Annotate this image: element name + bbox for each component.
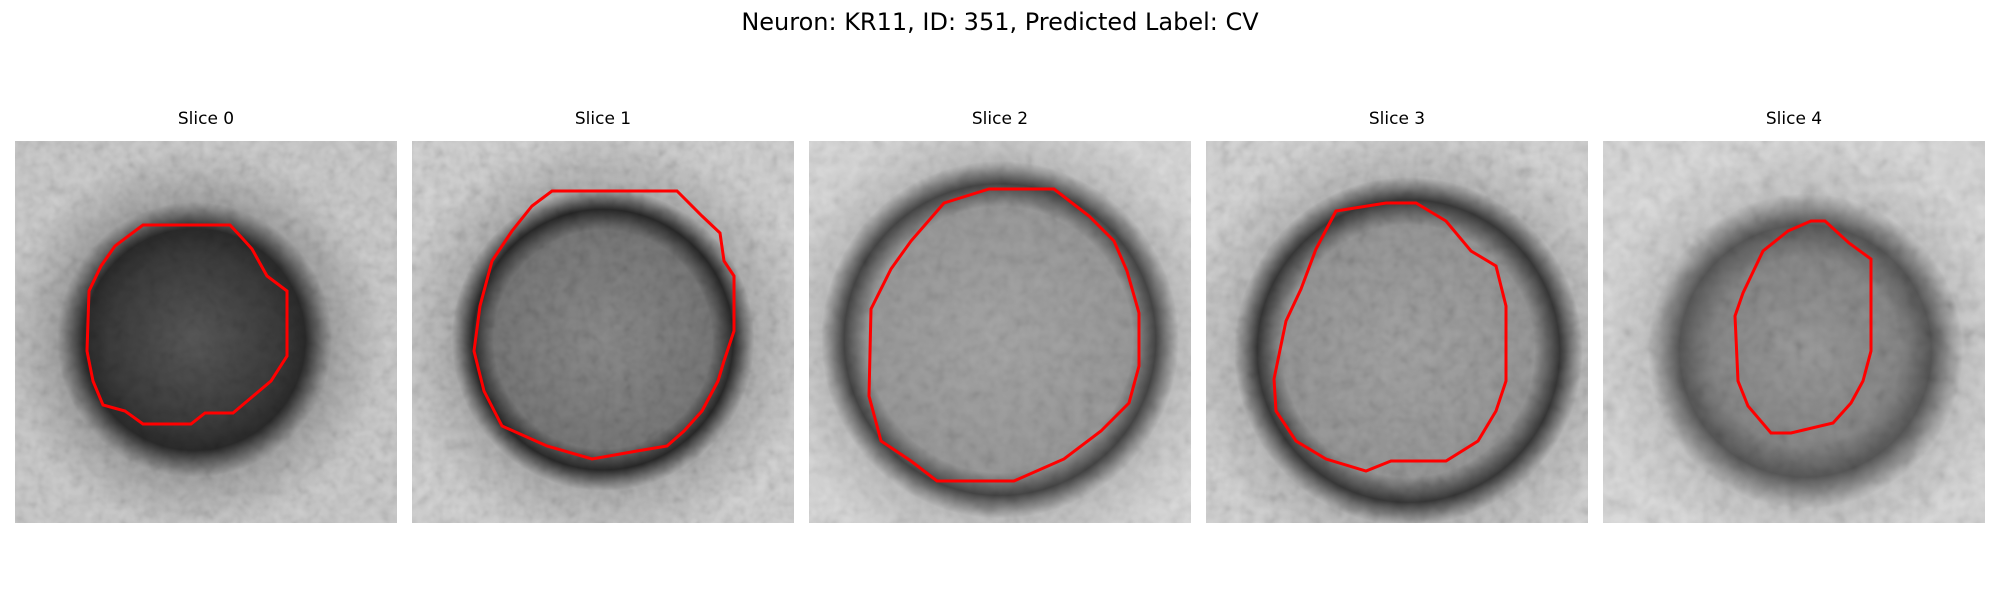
slice-title-4: Slice 4 [1765,109,1823,129]
figure-title: Neuron: KR11, ID: 351, Predicted Label: … [741,8,1259,36]
contour-0 [85,223,289,426]
contour-4 [1733,219,1873,435]
slice-image-0 [15,141,397,523]
slice-title-0: Slice 0 [177,109,235,129]
slice-panel-2: Slice 2 [809,108,1191,523]
slice-image-2 [809,141,1191,523]
slice-title-1: Slice 1 [574,109,632,129]
contour-1 [472,189,736,461]
slice-panel-1: Slice 1 [412,108,794,523]
contour-2 [867,187,1141,483]
slice-image-3 [1206,141,1588,523]
slice-title-2: Slice 2 [971,109,1029,129]
slice-image-1 [412,141,794,523]
slice-panel-0: Slice 0 [15,108,397,523]
slice-title-3: Slice 3 [1368,109,1426,129]
slice-image-4 [1603,141,1985,523]
slice-panel-3: Slice 3 [1206,108,1588,523]
slice-panel-4: Slice 4 [1603,108,1985,523]
contour-3 [1272,201,1508,473]
